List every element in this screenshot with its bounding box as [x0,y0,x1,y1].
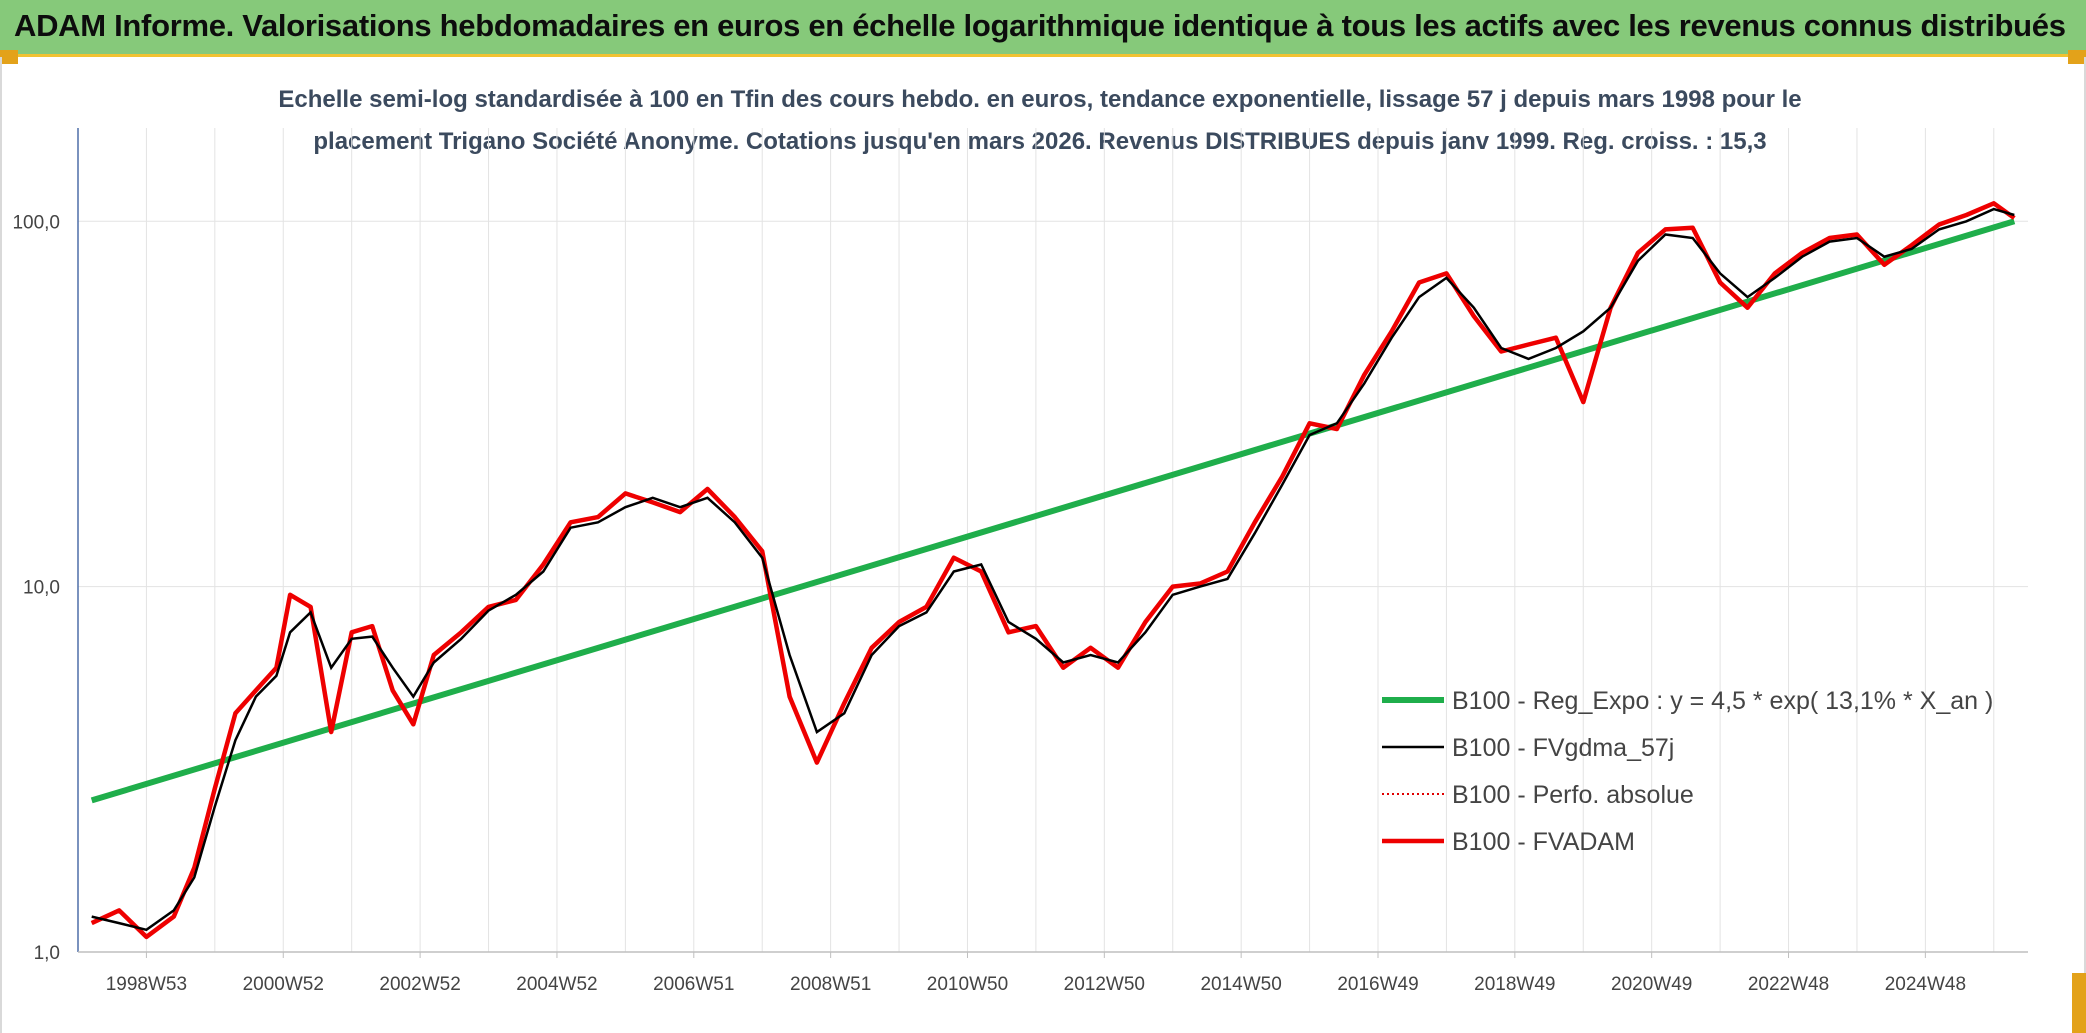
x-tick-label: 1998W53 [106,974,187,995]
y-tick-label: 1,0 [34,943,60,964]
banner: ADAM Informe. Valorisations hebdomadaire… [0,0,2086,57]
legend-entry-label: B100 - Reg_Expo : y = 4,5 * exp( 13,1% *… [1452,687,1993,715]
series-line-red-thick [90,201,2016,940]
series-line-red-dotted [91,202,2015,939]
legend-entry-label: B100 - FVgdma_57j [1452,734,1674,762]
x-tick-label: 2014W50 [1200,974,1281,995]
grid [77,128,2028,953]
x-tick-label: 2006W51 [653,974,734,995]
y-tick-label: 10,0 [23,578,60,599]
series-line-green-thick [90,218,2016,804]
x-tick-label: 2022W48 [1748,974,1829,995]
x-tick-label: 2000W52 [243,974,324,995]
corner-marker-left [0,50,18,64]
x-tick-label: 2016W49 [1337,974,1418,995]
series-line-black-thin [91,207,2015,932]
banner-title: ADAM Informe. Valorisations hebdomadaire… [14,8,2066,43]
x-tick-label: 2012W50 [1064,974,1145,995]
axes: 1,0 10,0 100,0 1998W53 2000W52 2002W52 2004W52… [12,128,2028,995]
series-layer [90,201,2016,940]
x-tick-label: 2010W50 [927,974,1008,995]
corner-marker-right [2068,50,2086,64]
x-tick-label: 2002W52 [379,974,460,995]
chart-title-line-2: placement Trigano Société Anonyme. Cotat… [313,128,1767,155]
x-tick-label: 2004W52 [516,974,597,995]
x-tick-label: 2020W49 [1611,974,1692,995]
legend-entry-label: B100 - Perfo. absolue [1452,781,1694,809]
legend-entry-label: B100 - FVADAM [1452,828,1635,856]
chart-title-line-1: Echelle semi-log standardisée à 100 en T… [278,86,1802,113]
corner-marker-bottom-right [2072,973,2086,1033]
y-tick-label: 100,0 [12,212,60,233]
x-tick-label: 2008W51 [790,974,871,995]
legend: B100 - Reg_Expo : y = 4,5 * exp( 13,1% *… [1382,687,1993,856]
x-tick-label: 2024W48 [1885,974,1966,995]
x-tick-label: 2018W49 [1474,974,1555,995]
chart-frame [0,57,2086,1033]
